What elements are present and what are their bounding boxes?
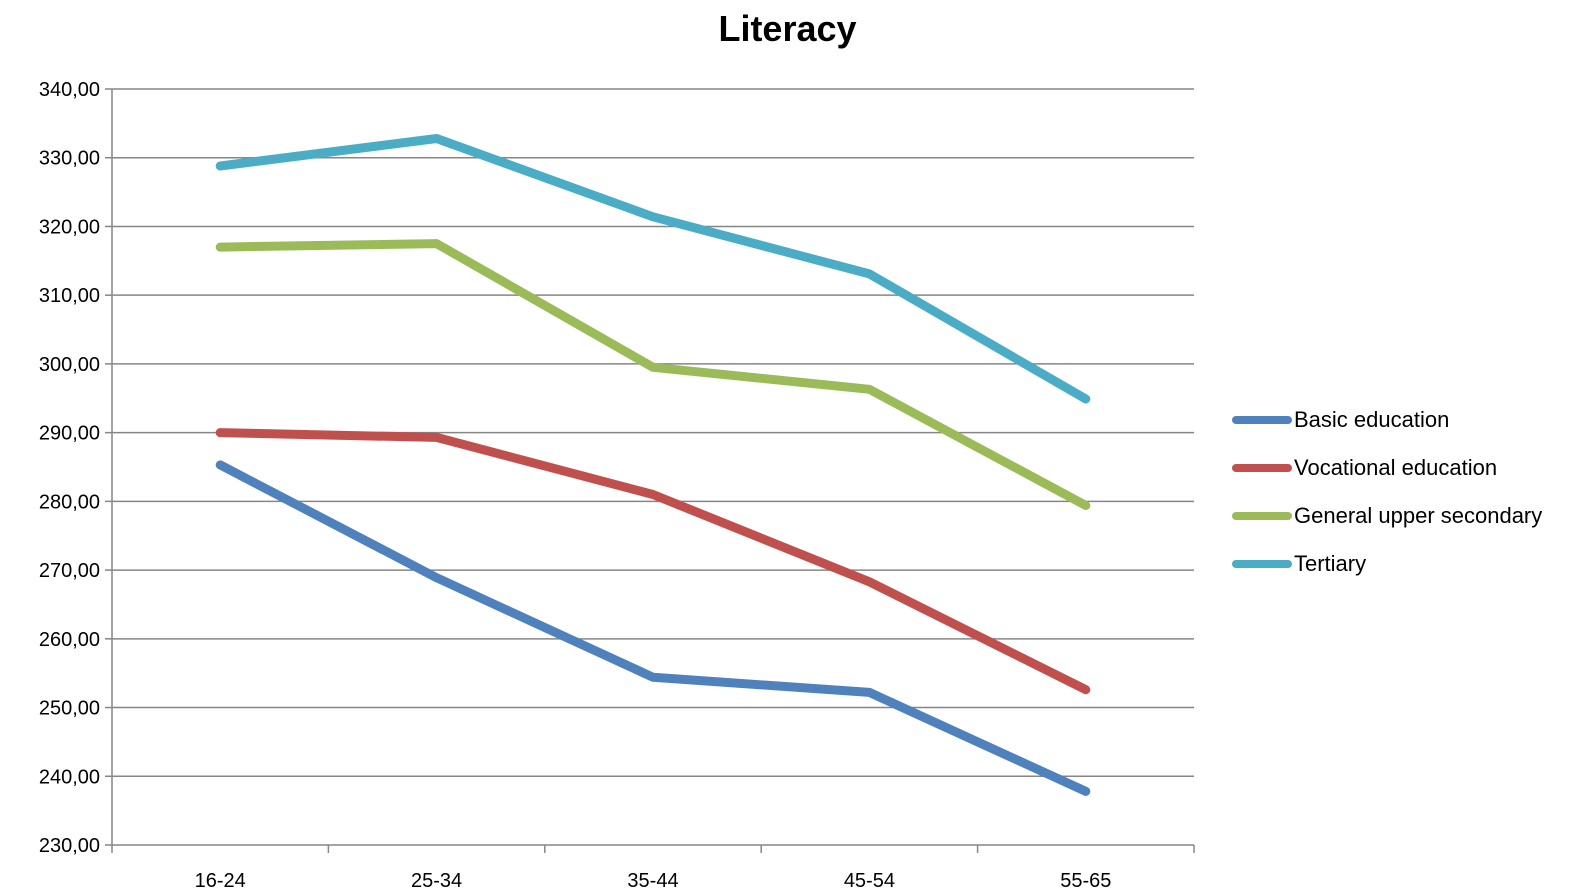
legend-label: Vocational education xyxy=(1294,455,1498,480)
legend-item: Basic education xyxy=(1232,396,1542,444)
series-lines xyxy=(215,134,1091,796)
legend-swatch xyxy=(1232,416,1292,424)
y-tick-label: 320,00 xyxy=(39,216,100,238)
y-tick-label: 330,00 xyxy=(39,148,100,170)
legend-label: Basic education xyxy=(1294,407,1450,432)
y-tick-label: 240,00 xyxy=(39,766,100,788)
series-line-vocational-education xyxy=(215,428,1091,695)
y-tick-label: 310,00 xyxy=(39,285,100,307)
y-tick-label: 300,00 xyxy=(39,354,100,376)
legend-swatch xyxy=(1232,512,1292,520)
legend-swatch xyxy=(1232,560,1292,568)
legend: Basic education Vocational education Gener… xyxy=(1232,396,1542,588)
legend-label: Tertiary xyxy=(1294,551,1367,576)
y-tick-label: 270,00 xyxy=(39,560,100,582)
series-line-tertiary xyxy=(215,134,1091,404)
y-tick-label: 260,00 xyxy=(39,629,100,651)
legend-item: General upper secondary xyxy=(1232,492,1542,540)
y-tick-label: 290,00 xyxy=(39,423,100,445)
legend-swatch xyxy=(1232,464,1292,472)
chart-title: Literacy xyxy=(718,8,857,49)
x-tick-label: 55-65 xyxy=(1060,870,1111,892)
legend-item: Tertiary xyxy=(1232,540,1542,588)
y-tick-label: 280,00 xyxy=(39,491,100,513)
legend-label: General upper secondary xyxy=(1294,503,1543,528)
y-tick-label: 250,00 xyxy=(39,698,100,720)
x-tick-label: 45-54 xyxy=(844,870,895,892)
x-tick-label: 35-44 xyxy=(627,870,678,892)
series-line-general-upper-secondary xyxy=(215,239,1091,510)
axes: 230,00 240,00 250,00 260,00 270,00 280,00 290,… xyxy=(39,79,1195,892)
x-tick-label: 16-24 xyxy=(195,870,246,892)
y-tick-label: 340,00 xyxy=(39,79,100,101)
x-tick-label: 25-34 xyxy=(411,870,462,892)
series-line-basic-education xyxy=(215,460,1091,796)
legend-item: Vocational education xyxy=(1232,444,1542,492)
gridlines xyxy=(112,88,1194,778)
y-tick-label: 230,00 xyxy=(39,835,100,857)
